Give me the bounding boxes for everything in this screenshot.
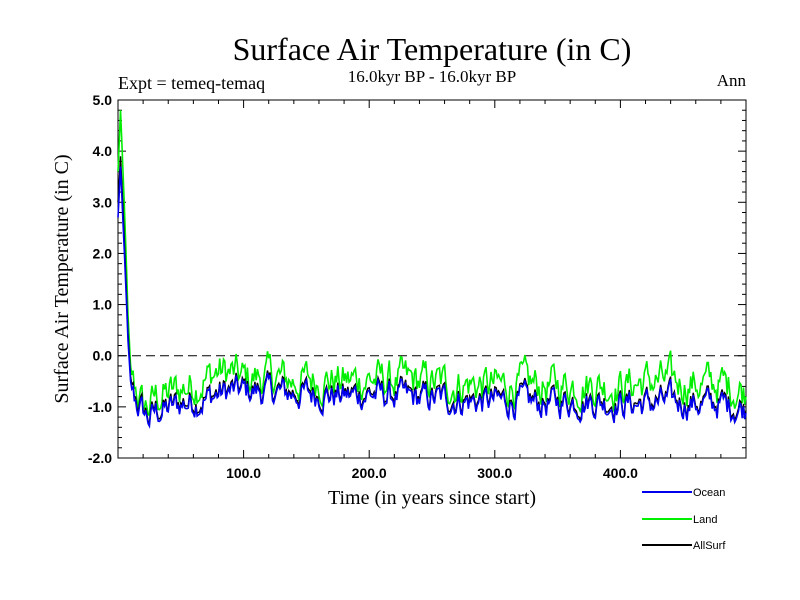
x-axis-label: Time (in years since start) xyxy=(328,487,536,509)
y-tick-label: 3.0 xyxy=(93,194,113,210)
series-line-ocean xyxy=(117,166,747,429)
experiment-label: Expt = temeq-temaq xyxy=(118,73,265,93)
x-tick-label: 100.0 xyxy=(226,465,261,481)
series-line-land xyxy=(117,110,747,418)
x-tick-label: 200.0 xyxy=(352,465,387,481)
chart-subtitle: 16.0kyr BP - 16.0kyr BP xyxy=(348,67,516,86)
y-tick-label: 2.0 xyxy=(93,245,113,261)
y-tick-label: -1.0 xyxy=(88,399,112,415)
y-tick-label: 0.0 xyxy=(93,348,113,364)
legend-label-land: Land xyxy=(693,514,717,526)
y-axis-label: Surface Air Temperature (in C) xyxy=(51,154,73,403)
legend: Ocean Land AllSurf xyxy=(642,487,726,552)
legend-label-ocean: Ocean xyxy=(693,487,725,499)
season-label: Ann xyxy=(717,71,747,90)
plot-frame xyxy=(117,99,747,459)
x-tick-label: 400.0 xyxy=(603,465,638,481)
legend-label-allsurf: AllSurf xyxy=(693,540,726,552)
y-tick-label: 5.0 xyxy=(93,92,113,108)
axis-ticks: -2.0 -1.0 0.0 1.0 2.0 3.0 4.0 5.0 100.0 200.0 300.… xyxy=(88,92,746,481)
series-group xyxy=(117,110,747,429)
y-tick-label: 1.0 xyxy=(93,297,113,313)
y-tick-label: -2.0 xyxy=(88,450,112,466)
chart-title: Surface Air Temperature (in C) xyxy=(233,31,632,67)
x-tick-label: 300.0 xyxy=(477,465,512,481)
y-tick-label: 4.0 xyxy=(93,143,113,159)
